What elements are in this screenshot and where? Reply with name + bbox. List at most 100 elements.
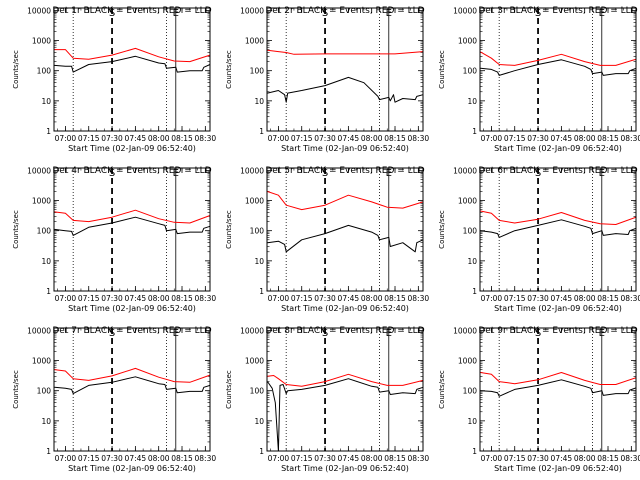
- x-tick-label: 08:15: [171, 454, 193, 463]
- events-series-line: [54, 376, 211, 395]
- lld-series-line: [480, 372, 637, 385]
- y-tick-label: 100: [250, 67, 265, 76]
- x-tick-label: 07:15: [504, 134, 526, 143]
- y-tick-label: 10: [254, 97, 264, 106]
- marker-label: E: [386, 8, 392, 19]
- x-axis-label: Start Time (02-Jan-09 06:52:40): [68, 144, 196, 153]
- marker-label: E: [599, 168, 605, 179]
- plot-frame: [479, 7, 637, 132]
- x-tick-label: 07:45: [338, 294, 360, 303]
- x-tick-label: 07:45: [338, 134, 360, 143]
- y-tick-label: 10: [41, 417, 51, 426]
- x-tick-label: 08:30: [195, 454, 217, 463]
- marker-label: E: [173, 8, 179, 19]
- lld-series-line: [54, 47, 211, 63]
- plot-frame: [479, 327, 637, 452]
- x-tick-label: 07:15: [78, 134, 100, 143]
- events-series-line: [267, 224, 424, 253]
- y-tick-label: 10000: [240, 326, 264, 335]
- x-tick-label: 08:00: [148, 454, 170, 463]
- y-tick-label: 1000: [32, 37, 51, 46]
- chart-panel: Det 5r BLACK = Events, RED = LLD Counts/s…: [225, 166, 429, 313]
- chart-title: Det 9r BLACK = Events, RED = LLD: [478, 326, 637, 336]
- x-tick-label: 07:30: [101, 134, 123, 143]
- x-tick-label: 08:30: [408, 454, 430, 463]
- y-tick-label: 1000: [458, 197, 477, 206]
- x-tick-label: 08:00: [148, 134, 170, 143]
- chart-title: Det 1r BLACK = Events, RED = LLD: [52, 6, 211, 16]
- x-tick-label: 08:30: [621, 134, 640, 143]
- chart-panel: Det 8r BLACK = Events, RED = LLD Counts/s…: [225, 326, 429, 473]
- x-tick-label: 07:00: [55, 454, 77, 463]
- x-tick-label: 07:15: [78, 294, 100, 303]
- marker-label: S: [322, 168, 328, 179]
- y-tick-label: 1: [472, 447, 477, 456]
- events-series-line: [54, 216, 211, 236]
- chart-title: Det 4r BLACK = Events, RED = LLD: [52, 166, 211, 176]
- x-axis-label: Start Time (02-Jan-09 06:52:40): [68, 304, 196, 313]
- y-tick-label: 10000: [453, 326, 477, 335]
- y-tick-label: 100: [250, 387, 265, 396]
- x-axis-label: Start Time (02-Jan-09 06:52:40): [281, 464, 409, 473]
- chart-title: Det 3r BLACK = Events, RED = LLD: [478, 6, 637, 16]
- x-axis-label: Start Time (02-Jan-09 06:52:40): [68, 464, 196, 473]
- y-tick-label: 10000: [240, 6, 264, 15]
- lld-series-line: [480, 51, 637, 66]
- marker-label: E: [599, 8, 605, 19]
- y-tick-label: 1000: [32, 357, 51, 366]
- x-tick-label: 07:45: [551, 454, 573, 463]
- y-axis-label: Counts/sec: [12, 50, 20, 89]
- x-tick-label: 07:00: [268, 134, 290, 143]
- y-tick-label: 1000: [245, 357, 264, 366]
- x-axis-label: Start Time (02-Jan-09 06:52:40): [494, 304, 622, 313]
- y-tick-label: 1: [46, 127, 51, 136]
- x-tick-label: 07:15: [291, 134, 313, 143]
- marker-label: E: [386, 168, 392, 179]
- x-tick-label: 07:15: [78, 454, 100, 463]
- chart-panel: Det 7r BLACK = Events, RED = LLD Counts/s…: [12, 326, 216, 473]
- y-axis-label: Counts/sec: [12, 370, 20, 409]
- x-tick-label: 07:45: [125, 454, 147, 463]
- chart-title: Det 6r BLACK = Events, RED = LLD: [478, 166, 637, 176]
- y-axis-label: Counts/sec: [438, 50, 446, 89]
- y-tick-label: 100: [463, 227, 478, 236]
- x-tick-label: 08:15: [171, 134, 193, 143]
- y-tick-label: 10: [467, 417, 477, 426]
- y-tick-label: 10: [254, 417, 264, 426]
- x-tick-label: 07:30: [101, 454, 123, 463]
- x-tick-label: 07:30: [527, 294, 549, 303]
- y-tick-label: 10: [254, 257, 264, 266]
- x-tick-label: 08:30: [408, 134, 430, 143]
- x-tick-label: 08:15: [384, 294, 406, 303]
- marker-label: S: [535, 8, 541, 19]
- chart-title: Det 8r BLACK = Events, RED = LLD: [265, 326, 424, 336]
- events-series-line: [54, 55, 211, 73]
- x-tick-label: 08:00: [361, 454, 383, 463]
- y-tick-label: 1000: [32, 197, 51, 206]
- y-axis-label: Counts/sec: [438, 210, 446, 249]
- lld-series-line: [267, 49, 424, 55]
- plot-frame: [53, 7, 211, 132]
- x-tick-label: 07:00: [481, 454, 503, 463]
- x-tick-label: 08:30: [621, 294, 640, 303]
- x-tick-label: 07:45: [338, 454, 360, 463]
- chart-panel: Det 3r BLACK = Events, RED = LLD Counts/s…: [438, 6, 640, 153]
- y-tick-label: 1: [46, 287, 51, 296]
- chart-title: Det 2r BLACK = Events, RED = LLD: [265, 6, 424, 16]
- y-tick-label: 100: [250, 227, 265, 236]
- marker-label: E: [386, 328, 392, 339]
- lld-series-line: [267, 191, 424, 211]
- x-tick-label: 07:00: [268, 294, 290, 303]
- x-axis-label: Start Time (02-Jan-09 06:52:40): [494, 144, 622, 153]
- x-tick-label: 07:45: [125, 134, 147, 143]
- lld-series-line: [480, 210, 637, 225]
- x-tick-label: 07:00: [481, 294, 503, 303]
- x-axis-label: Start Time (02-Jan-09 06:52:40): [494, 464, 622, 473]
- chart-panel: Det 4r BLACK = Events, RED = LLD Counts/s…: [12, 166, 216, 313]
- y-tick-label: 10000: [240, 166, 264, 175]
- y-tick-label: 10: [41, 257, 51, 266]
- y-tick-label: 1000: [245, 197, 264, 206]
- marker-label: S: [109, 328, 115, 339]
- chart-title: Det 5r BLACK = Events, RED = LLD: [265, 166, 424, 176]
